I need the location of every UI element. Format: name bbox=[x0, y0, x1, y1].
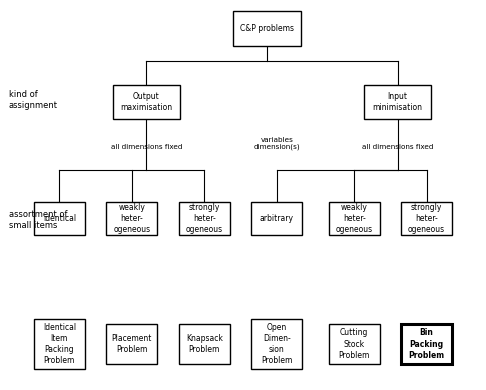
FancyBboxPatch shape bbox=[179, 202, 230, 235]
FancyBboxPatch shape bbox=[113, 85, 180, 119]
Text: all dimensions fixed: all dimensions fixed bbox=[111, 144, 182, 150]
FancyBboxPatch shape bbox=[251, 202, 302, 235]
Text: strongly
heter-
ogeneous: strongly heter- ogeneous bbox=[186, 203, 223, 234]
Text: strongly
heter-
ogeneous: strongly heter- ogeneous bbox=[408, 203, 445, 234]
Text: arbitrary: arbitrary bbox=[260, 214, 294, 223]
FancyBboxPatch shape bbox=[34, 319, 85, 369]
Text: kind of
assignment: kind of assignment bbox=[9, 90, 58, 110]
FancyBboxPatch shape bbox=[106, 324, 157, 364]
Text: Cutting
Stock
Problem: Cutting Stock Problem bbox=[338, 328, 370, 360]
Text: Open
Dimen-
sion
Problem: Open Dimen- sion Problem bbox=[261, 323, 293, 365]
FancyBboxPatch shape bbox=[34, 202, 85, 235]
Text: assortment of
small items: assortment of small items bbox=[9, 211, 67, 230]
Text: weakly
heter-
ogeneous: weakly heter- ogeneous bbox=[335, 203, 373, 234]
Text: Identical
Item
Packing
Problem: Identical Item Packing Problem bbox=[43, 323, 76, 365]
FancyBboxPatch shape bbox=[364, 85, 432, 119]
Text: Knapsack
Problem: Knapsack Problem bbox=[186, 334, 223, 354]
FancyBboxPatch shape bbox=[329, 324, 380, 364]
FancyBboxPatch shape bbox=[106, 202, 157, 235]
FancyBboxPatch shape bbox=[401, 202, 452, 235]
Text: Output
maximisation: Output maximisation bbox=[121, 92, 173, 112]
FancyBboxPatch shape bbox=[251, 319, 302, 369]
Text: Placement
Problem: Placement Problem bbox=[112, 334, 152, 354]
FancyBboxPatch shape bbox=[179, 324, 230, 364]
FancyBboxPatch shape bbox=[233, 11, 301, 46]
FancyBboxPatch shape bbox=[401, 324, 452, 364]
Text: C&P problems: C&P problems bbox=[240, 24, 294, 33]
Text: weakly
heter-
ogeneous: weakly heter- ogeneous bbox=[113, 203, 151, 234]
Text: Bin
Packing
Problem: Bin Packing Problem bbox=[409, 328, 445, 360]
Text: all dimensions fixed: all dimensions fixed bbox=[362, 144, 434, 150]
Text: variables
dimension(s): variables dimension(s) bbox=[254, 137, 300, 150]
Text: identical: identical bbox=[43, 214, 76, 223]
Text: Input
minimisation: Input minimisation bbox=[373, 92, 423, 112]
FancyBboxPatch shape bbox=[329, 202, 380, 235]
